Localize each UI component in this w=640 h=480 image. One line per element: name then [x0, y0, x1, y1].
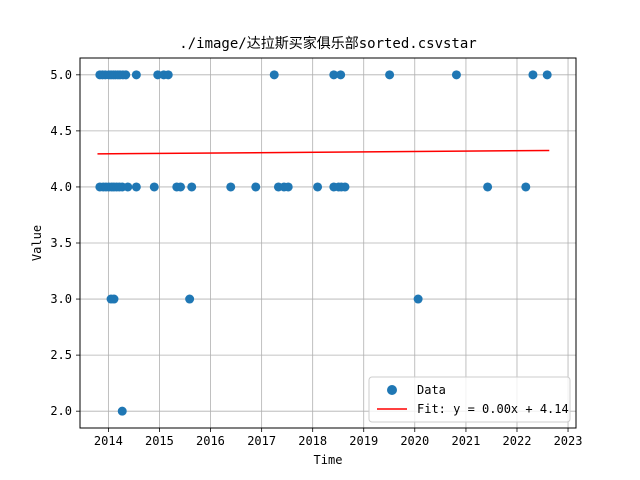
x-tick-label: 2020	[400, 434, 429, 448]
y-axis-label: Value	[30, 225, 44, 261]
data-point	[251, 182, 261, 192]
data-point	[336, 70, 346, 80]
fit-layer	[97, 149, 550, 155]
data-point	[187, 182, 197, 192]
data-point	[269, 70, 279, 80]
y-axis: 2.0 2.5 3.0 3.5 4.0 4.5 5.0	[50, 68, 80, 418]
x-tick-label: 2019	[349, 434, 378, 448]
chart-title: ./image/达拉斯买家俱乐部sorted.csvstar	[179, 35, 476, 52]
legend: Data Fit: y = 0.00x + 4.14	[368, 376, 571, 423]
x-tick-label: 2014	[94, 434, 123, 448]
data-point	[176, 182, 186, 192]
x-axis-label: Time	[314, 453, 343, 467]
x-tick-label: 2022	[503, 434, 532, 448]
data-point	[521, 182, 531, 192]
x-axis: 2014 2015 2016 2017 2018 2019 2020 2021 2022 2023	[94, 428, 583, 448]
data-point	[185, 294, 195, 304]
data-point	[163, 70, 173, 80]
points-layer	[95, 70, 552, 416]
legend-box	[368, 376, 571, 423]
data-point	[340, 182, 350, 192]
data-point	[226, 182, 236, 192]
legend-fit-label: Fit: y = 0.00x + 4.14	[417, 402, 569, 416]
x-tick-label: 2015	[145, 434, 174, 448]
y-tick-label: 4.0	[50, 180, 72, 194]
data-point	[451, 70, 461, 80]
y-tick-label: 4.5	[50, 124, 72, 138]
data-point	[149, 182, 159, 192]
data-point	[329, 70, 339, 80]
y-tick-label: 2.0	[50, 404, 72, 418]
y-tick-label: 2.5	[50, 348, 72, 362]
data-point	[121, 70, 131, 80]
legend-data-marker	[387, 385, 397, 395]
data-point	[542, 70, 552, 80]
fit-line	[97, 149, 550, 155]
data-point	[109, 294, 119, 304]
data-point	[483, 182, 493, 192]
data-point	[313, 182, 323, 192]
data-point	[117, 406, 127, 416]
y-tick-label: 5.0	[50, 68, 72, 82]
x-tick-label: 2021	[451, 434, 480, 448]
y-tick-label: 3.5	[50, 236, 72, 250]
data-point	[123, 182, 133, 192]
x-tick-label: 2017	[247, 434, 276, 448]
data-point	[131, 182, 141, 192]
y-tick-label: 3.0	[50, 292, 72, 306]
data-point	[385, 70, 395, 80]
data-point	[131, 70, 141, 80]
data-point	[283, 182, 293, 192]
x-tick-label: 2023	[554, 434, 583, 448]
data-point	[413, 294, 423, 304]
data-point	[528, 70, 538, 80]
x-tick-label: 2018	[298, 434, 327, 448]
legend-data-label: Data	[417, 383, 446, 397]
x-tick-label: 2016	[196, 434, 225, 448]
